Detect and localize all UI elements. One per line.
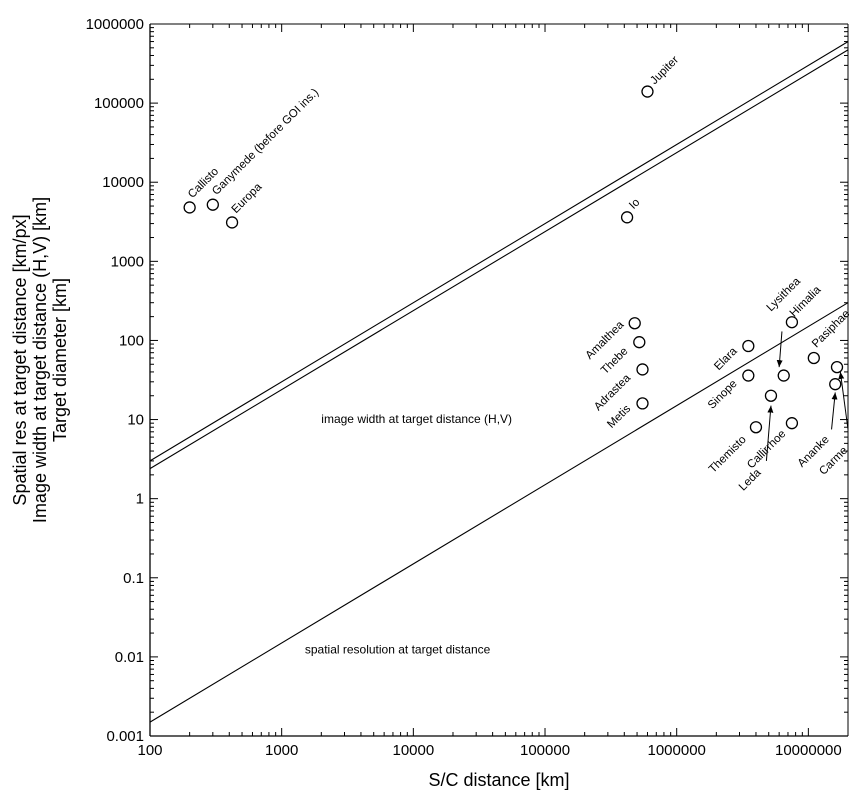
- y-tick-label: 10000: [102, 174, 144, 191]
- y-tick-label: 0.001: [106, 728, 144, 745]
- y-axis-title-line-3: Target diameter [km]: [50, 278, 70, 442]
- y-tick-label: 1000: [111, 253, 144, 270]
- data-point-jupiter: [641, 85, 654, 98]
- data-point-io: [620, 211, 634, 224]
- data-point-callisto: [183, 201, 196, 214]
- data-point-themisto: [749, 421, 763, 434]
- y-tick-label: 1: [136, 491, 144, 508]
- y-tick-label: 1000000: [86, 16, 144, 33]
- data-point-callirrhoe: [785, 417, 799, 430]
- point-label: Jupiter: [648, 54, 681, 87]
- y-axis-title-line-2: Image width at target distance (H,V) [km…: [30, 197, 50, 523]
- y-axis-title-line-1: Spatial res at target distance [km/px]: [10, 214, 30, 505]
- curve-label: image width at target distance (H,V): [321, 412, 512, 426]
- series-line-image-width-v: [149, 49, 849, 470]
- x-axis-title: S/C distance [km]: [428, 770, 569, 790]
- point-label: Metis: [605, 403, 633, 431]
- y-tick-label: 10: [127, 412, 144, 429]
- x-tick-label: 100000: [520, 742, 570, 759]
- point-label: Elara: [712, 345, 740, 373]
- x-tick-label: 10000000: [775, 742, 842, 759]
- y-tick-label: 0.1: [123, 570, 144, 587]
- y-tick-label: 100000: [94, 95, 144, 112]
- point-label: Themisto: [707, 434, 749, 476]
- data-point-himalia: [785, 316, 799, 329]
- annotation-arrow: [838, 371, 849, 430]
- annotation-arrow: [776, 331, 783, 368]
- data-point-carme: [830, 360, 844, 374]
- point-label: Callirrhoe: [745, 428, 788, 471]
- annotation-arrow: [831, 392, 838, 430]
- point-label: Sinope: [706, 378, 740, 412]
- point-label: Ganymede (before GOI ins.): [210, 86, 321, 197]
- data-point-ananke: [829, 378, 842, 391]
- data-point-europa: [225, 216, 239, 229]
- data-point-amalthea: [628, 317, 641, 330]
- data-point-leda: [764, 389, 778, 402]
- point-label: Leda: [737, 466, 764, 493]
- y-tick-label: 100: [119, 332, 144, 349]
- point-label: Io: [627, 197, 642, 212]
- data-point-thebe: [633, 336, 646, 349]
- y-tick-label: 0.01: [115, 649, 144, 666]
- x-tick-label: 10000: [392, 742, 434, 759]
- data-point-metis: [636, 397, 649, 410]
- data-point-sinope: [742, 369, 755, 382]
- curve-label: spatial resolution at target distance: [305, 643, 491, 657]
- x-tick-label: 100: [137, 742, 162, 759]
- data-point-lysithea: [777, 369, 790, 382]
- annotation-arrow: [765, 405, 774, 461]
- data-point-ganymede-before-goi-ins-: [206, 198, 219, 211]
- x-tick-label: 1000: [265, 742, 298, 759]
- data-point-elara: [742, 339, 755, 353]
- data-point-adrastea: [636, 363, 649, 376]
- series-line-spatial-resolution: [149, 302, 849, 723]
- point-label: Europa: [230, 181, 265, 216]
- series-line-image-width-h: [149, 41, 849, 462]
- data-point-pasiphae: [807, 351, 820, 365]
- x-tick-label: 1000000: [647, 742, 705, 759]
